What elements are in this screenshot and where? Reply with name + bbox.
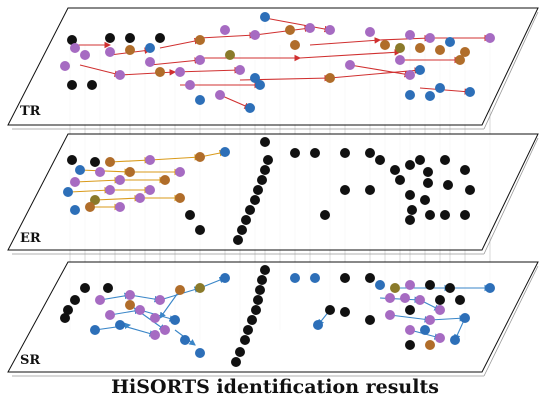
layer-label-sr: SR: [20, 353, 40, 368]
layer-tr: TR: [7, 7, 539, 130]
layer-label-er: ER: [20, 231, 41, 246]
layer-plane-sr: [7, 261, 539, 373]
er-edges: [69, 149, 227, 211]
er-nodes: [63, 137, 475, 245]
figure-caption: HiSORTS identification results: [111, 376, 439, 398]
sr-nodes: [60, 265, 495, 367]
layer-plane-er: [7, 133, 539, 251]
layer-sr: SR: [7, 261, 539, 377]
tr-nodes: [60, 12, 495, 113]
layer-er: ER: [7, 133, 539, 255]
layer-label-tr: TR: [20, 104, 41, 119]
